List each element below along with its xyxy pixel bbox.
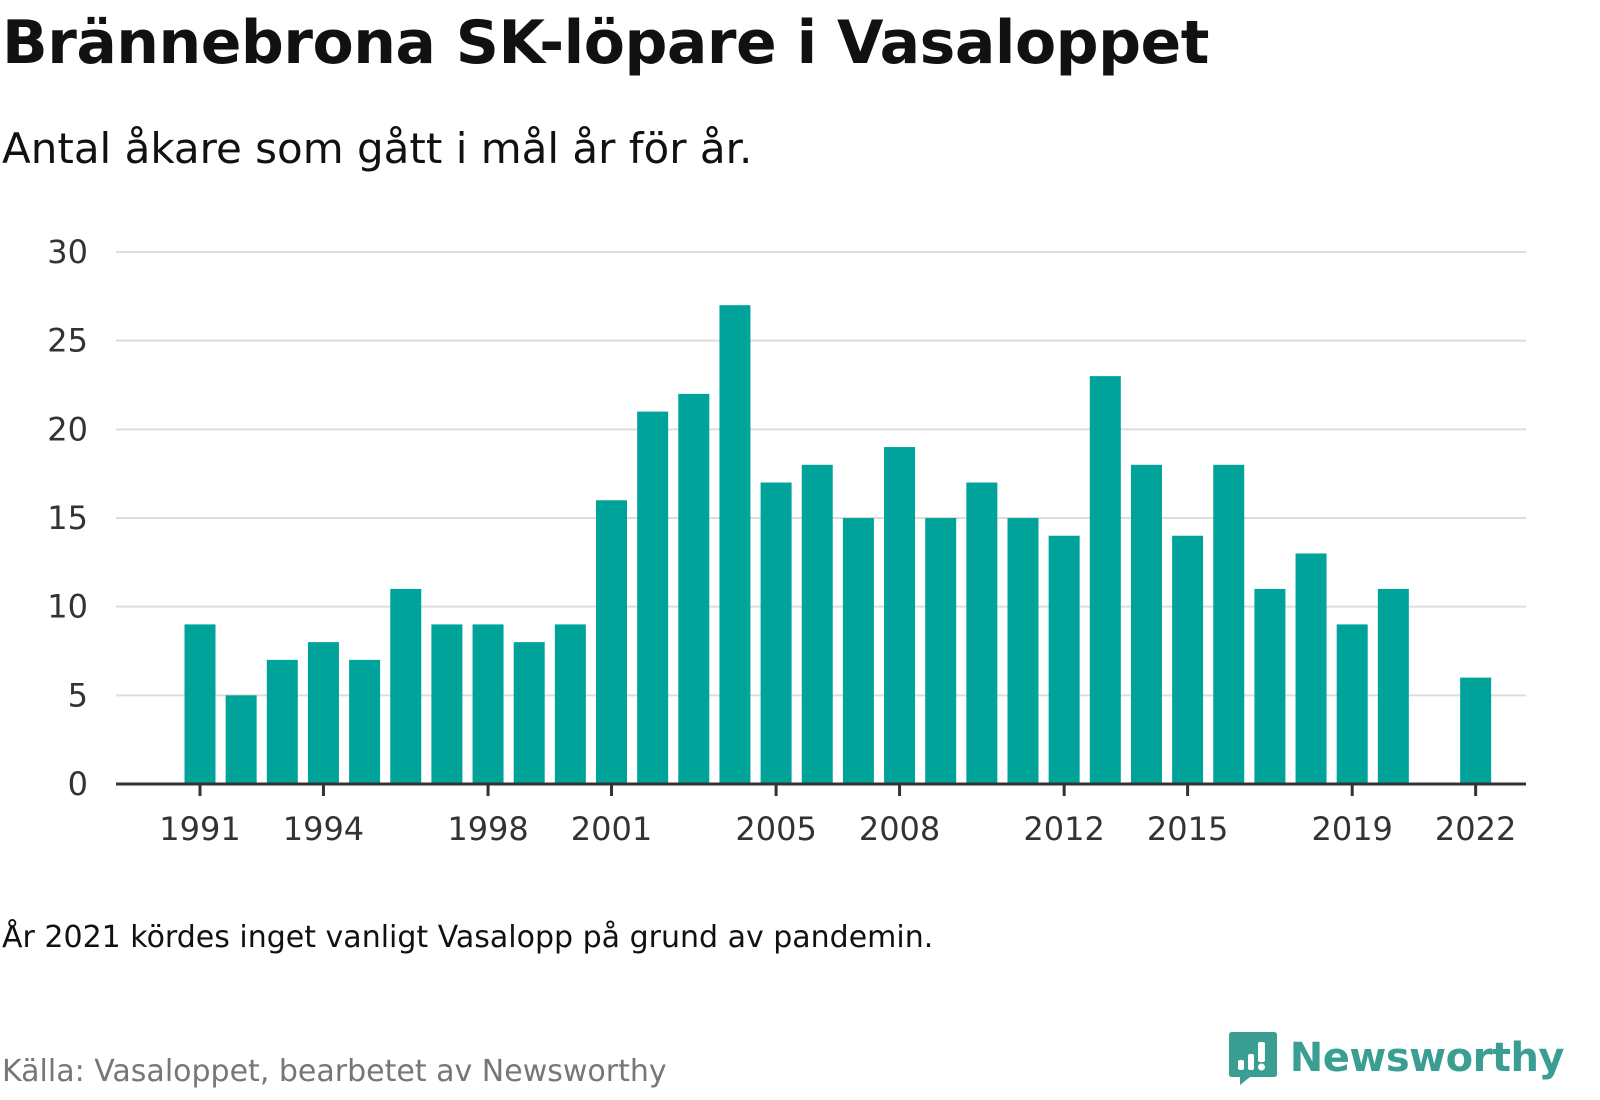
y-tick-label: 30 [47, 233, 88, 271]
bar-1994 [307, 642, 339, 784]
bar-2017 [1254, 588, 1286, 784]
bar-2020 [1377, 588, 1409, 784]
x-tick-label: 2022 [1435, 810, 1516, 848]
bar-2011 [1007, 518, 1039, 784]
newsworthy-logo-icon [1228, 1032, 1277, 1085]
y-tick-label: 25 [47, 322, 88, 360]
y-axis-labels: 0 5 10 15 20 25 30 [47, 233, 88, 803]
y-tick-label: 10 [47, 588, 88, 626]
newsworthy-brand: Newsworthy [1228, 1030, 1565, 1086]
x-tick-label: 2001 [571, 810, 652, 848]
bar-2003 [678, 393, 710, 784]
brand-name: Newsworthy [1289, 1035, 1565, 1081]
bar-2009 [925, 518, 957, 784]
y-tick-label: 20 [47, 410, 88, 448]
chart-subtitle: Antal åkare som gått i mål år för år. [2, 124, 753, 173]
bar-1992 [225, 695, 257, 784]
bar-2015 [1172, 535, 1204, 784]
bar-2014 [1130, 464, 1162, 784]
bar-2005 [760, 482, 792, 784]
x-tick-label: 2015 [1147, 810, 1228, 848]
bar-2004 [719, 305, 751, 784]
bar-2012 [1048, 535, 1080, 784]
bar-2013 [1089, 376, 1121, 784]
y-tick-label: 15 [47, 499, 88, 537]
x-tick-label: 2019 [1311, 810, 1392, 848]
bar-1991 [184, 624, 216, 784]
x-tick-label: 1998 [447, 810, 528, 848]
bar-2010 [966, 482, 998, 784]
chart-title: Brännebrona SK-löpare i Vasaloppet [2, 8, 1209, 78]
bars [184, 305, 1492, 784]
x-tick-label: 1991 [159, 810, 240, 848]
bar-2022 [1460, 677, 1492, 784]
bar-2007 [842, 518, 874, 784]
x-tick-label: 2008 [859, 810, 940, 848]
bar-1993 [266, 659, 298, 784]
y-tick-label: 5 [68, 676, 88, 714]
bar-2018 [1295, 553, 1327, 784]
bar-2006 [801, 464, 833, 784]
bar-1999 [513, 642, 545, 784]
x-tick-label: 2005 [735, 810, 816, 848]
bar-2016 [1213, 464, 1245, 784]
bar-2008 [884, 447, 916, 784]
bar-2000 [554, 624, 586, 784]
bar-chart: 0 5 10 15 20 25 30 1991 1994 1998 2001 2005 2008 201… [47, 233, 1526, 848]
bar-2002 [637, 411, 669, 784]
bar-1997 [431, 624, 463, 784]
x-axis: 1991 1994 1998 2001 2005 2008 2012 2015 2019 2022 [116, 782, 1526, 848]
x-tick-label: 1994 [283, 810, 364, 848]
y-tick-label: 0 [68, 765, 88, 803]
x-tick-label: 2012 [1023, 810, 1104, 848]
bar-2019 [1336, 624, 1368, 784]
bar-1998 [472, 624, 504, 784]
chart-note: År 2021 kördes inget vanligt Vasalopp på… [2, 920, 934, 955]
bar-2001 [596, 500, 627, 784]
bar-1995 [349, 659, 381, 784]
bar-1996 [390, 588, 422, 784]
source-credit: Källa: Vasaloppet, bearbetet av Newswort… [2, 1054, 667, 1089]
